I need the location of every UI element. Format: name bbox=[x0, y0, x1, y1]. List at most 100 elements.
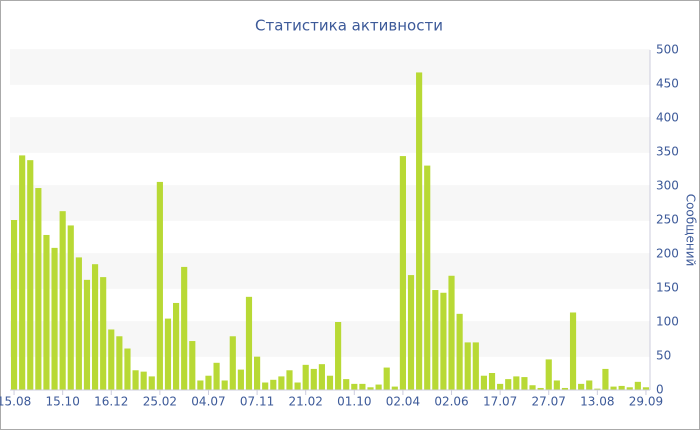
bar bbox=[561, 387, 569, 390]
bar bbox=[10, 220, 18, 390]
bar bbox=[148, 376, 155, 390]
bar bbox=[367, 387, 374, 390]
bar bbox=[254, 356, 261, 390]
x-tick-label: 16.12 bbox=[94, 395, 128, 409]
bar bbox=[116, 336, 123, 390]
bar bbox=[205, 375, 212, 390]
bar bbox=[610, 386, 617, 390]
bar bbox=[513, 376, 520, 390]
x-tick-label: 07.11 bbox=[240, 395, 274, 409]
bar bbox=[318, 364, 325, 390]
bar bbox=[351, 383, 358, 390]
y-tick-label: 100 bbox=[656, 315, 679, 329]
bar bbox=[100, 277, 107, 390]
bar bbox=[448, 275, 455, 390]
bar bbox=[375, 384, 382, 390]
grid-band bbox=[10, 186, 650, 220]
grid-band bbox=[10, 118, 650, 152]
bar bbox=[75, 257, 82, 390]
bar bbox=[237, 369, 244, 390]
bar bbox=[529, 385, 536, 390]
bar bbox=[399, 156, 406, 390]
bar bbox=[569, 312, 577, 390]
grid-band bbox=[10, 50, 650, 84]
bar bbox=[480, 375, 488, 390]
x-tick-label: 25.02 bbox=[143, 395, 177, 409]
bar bbox=[594, 388, 601, 390]
bar bbox=[189, 341, 196, 390]
bar bbox=[310, 368, 317, 390]
bar bbox=[553, 380, 560, 390]
bar bbox=[626, 387, 633, 390]
bar bbox=[124, 348, 131, 390]
bar bbox=[140, 371, 147, 390]
x-tick-label: 29.09 bbox=[629, 395, 663, 409]
bar bbox=[578, 383, 585, 390]
bar bbox=[545, 359, 552, 390]
x-tick-label: 17.07 bbox=[483, 395, 517, 409]
bar bbox=[505, 379, 512, 390]
bar bbox=[229, 336, 236, 390]
bar bbox=[424, 165, 431, 390]
bar bbox=[456, 313, 463, 390]
bar bbox=[634, 381, 641, 390]
bar bbox=[537, 387, 544, 390]
bar bbox=[27, 160, 34, 390]
bar bbox=[213, 362, 220, 390]
y-tick-label: 500 bbox=[656, 43, 679, 57]
bar bbox=[326, 375, 334, 390]
x-tick-label: 15.08 bbox=[0, 395, 31, 409]
y-tick-label: 350 bbox=[656, 145, 679, 159]
bar bbox=[83, 279, 91, 390]
x-tick-label: 21.02 bbox=[289, 395, 323, 409]
bar bbox=[416, 72, 423, 390]
bar bbox=[586, 380, 593, 390]
bar bbox=[43, 234, 50, 390]
bar bbox=[132, 370, 139, 390]
x-tick-label: 13.08 bbox=[580, 395, 614, 409]
bar bbox=[391, 386, 398, 390]
bar bbox=[335, 322, 342, 390]
bar bbox=[602, 368, 609, 390]
bar bbox=[51, 247, 58, 390]
y-tick-label: 50 bbox=[656, 349, 671, 363]
y-tick-label: 0 bbox=[656, 383, 664, 397]
x-tick-label: 01.10 bbox=[337, 395, 371, 409]
x-tick-label: 27.07 bbox=[532, 395, 566, 409]
bar bbox=[642, 387, 650, 390]
bar bbox=[343, 379, 350, 390]
y-axis-title: Сообщений bbox=[684, 194, 698, 267]
chart-title: Статистика активности bbox=[255, 17, 443, 35]
bar bbox=[359, 383, 366, 390]
bar bbox=[19, 155, 26, 390]
bar bbox=[59, 211, 66, 390]
bar bbox=[432, 290, 439, 390]
x-tick-label: 02.04 bbox=[386, 395, 420, 409]
bar bbox=[440, 292, 447, 390]
bar bbox=[278, 376, 285, 390]
bar bbox=[262, 382, 269, 390]
y-tick-label: 250 bbox=[656, 213, 679, 227]
bar bbox=[221, 380, 228, 390]
bar bbox=[302, 364, 309, 390]
bar bbox=[197, 380, 204, 390]
bar bbox=[286, 370, 293, 390]
bar bbox=[67, 225, 74, 390]
bar bbox=[172, 302, 180, 390]
bar bbox=[294, 382, 301, 390]
bar bbox=[164, 318, 172, 390]
bar bbox=[472, 342, 479, 390]
y-tick-label: 300 bbox=[656, 179, 679, 193]
bar bbox=[618, 385, 625, 390]
x-tick-label: 15.10 bbox=[45, 395, 79, 409]
bar bbox=[35, 188, 42, 390]
bar bbox=[270, 379, 277, 390]
y-tick-label: 450 bbox=[656, 77, 679, 91]
bar bbox=[383, 367, 390, 390]
bar bbox=[464, 342, 471, 390]
y-tick-label: 200 bbox=[656, 247, 679, 261]
bar bbox=[181, 266, 188, 390]
x-tick-label: 02.06 bbox=[434, 395, 468, 409]
x-tick-label: 04.07 bbox=[191, 395, 225, 409]
